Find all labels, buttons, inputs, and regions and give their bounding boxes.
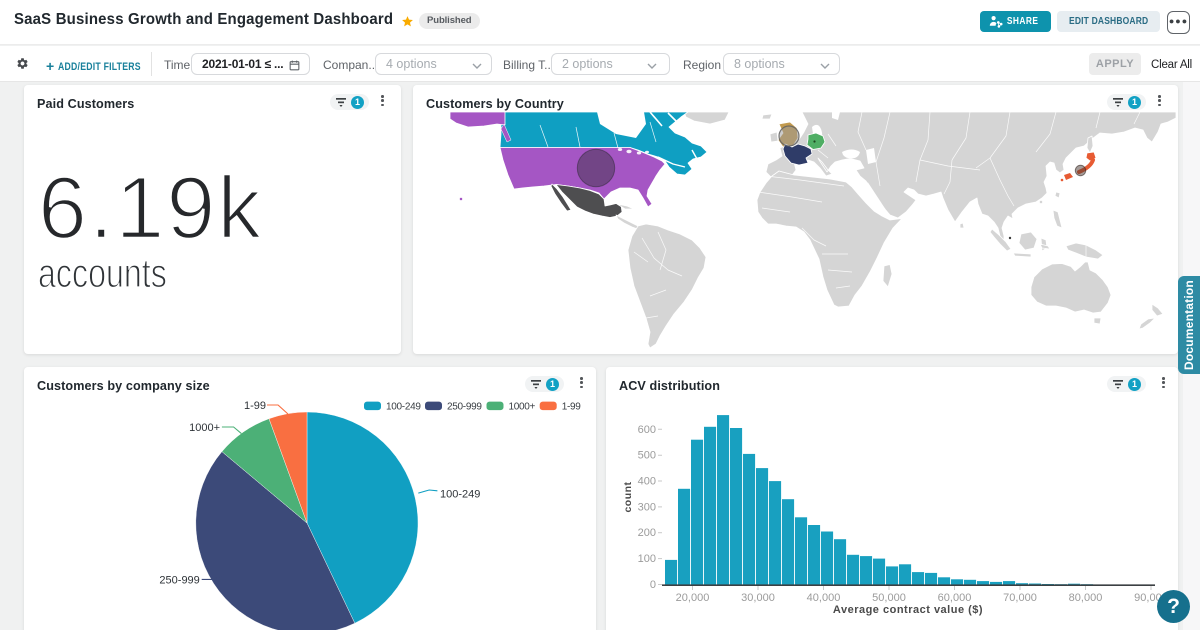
svg-text:100-249: 100-249 <box>440 489 480 501</box>
svg-text:250-999: 250-999 <box>159 574 199 586</box>
svg-text:60,000: 60,000 <box>938 592 972 604</box>
svg-text:100-249: 100-249 <box>386 402 421 413</box>
svg-text:count: count <box>622 481 634 512</box>
svg-text:200: 200 <box>638 527 656 539</box>
svg-text:70,000: 70,000 <box>1003 592 1037 604</box>
svg-text:1000+: 1000+ <box>509 402 536 413</box>
svg-text:0: 0 <box>650 579 656 591</box>
svg-text:1000+: 1000+ <box>189 422 220 434</box>
svg-text:Average contract value ($): Average contract value ($) <box>833 604 983 616</box>
svg-text:30,000: 30,000 <box>741 592 775 604</box>
svg-text:1-99: 1-99 <box>244 400 266 412</box>
svg-text:250-999: 250-999 <box>447 402 482 413</box>
svg-text:50,000: 50,000 <box>872 592 906 604</box>
svg-text:600: 600 <box>638 424 656 436</box>
svg-text:400: 400 <box>638 476 656 488</box>
svg-text:1-99: 1-99 <box>562 402 582 413</box>
svg-text:300: 300 <box>638 501 656 513</box>
svg-text:80,000: 80,000 <box>1069 592 1103 604</box>
svg-text:40,000: 40,000 <box>807 592 841 604</box>
svg-text:500: 500 <box>638 450 656 462</box>
svg-text:100: 100 <box>638 553 656 565</box>
svg-text:20,000: 20,000 <box>676 592 710 604</box>
